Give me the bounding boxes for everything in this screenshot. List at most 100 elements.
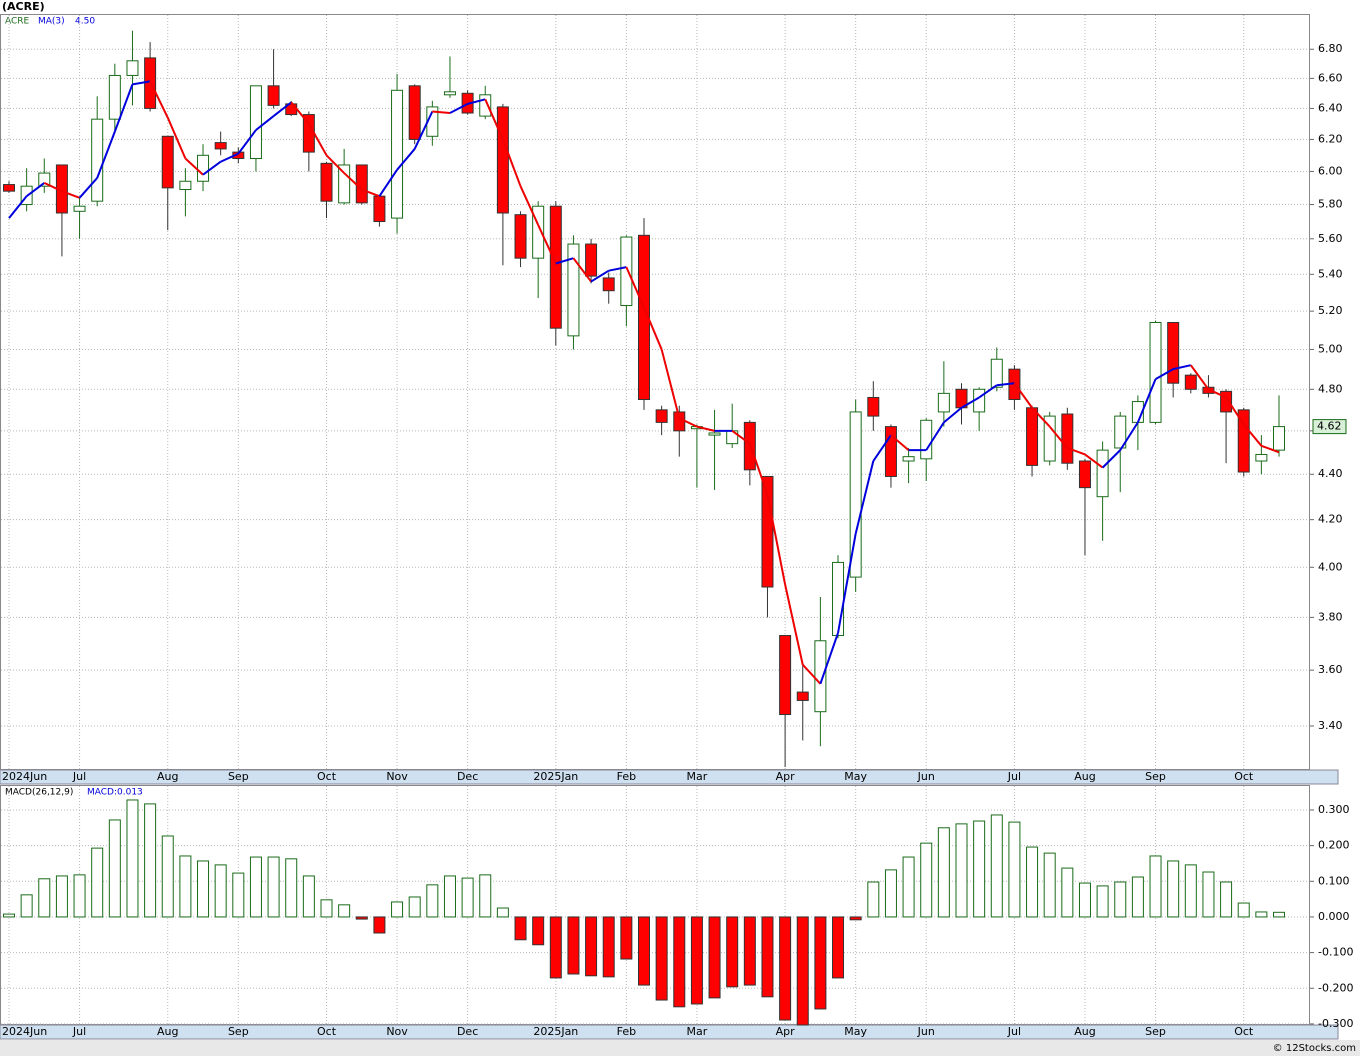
x-tick-label: Jun xyxy=(917,1025,935,1038)
y-tick-label: 6.20 xyxy=(1318,132,1343,145)
ma-segment xyxy=(1261,444,1280,454)
ma-segment xyxy=(413,111,434,150)
macd-bar xyxy=(638,916,650,986)
candle-body xyxy=(443,91,456,96)
ma-segment xyxy=(590,269,610,283)
macd-bar xyxy=(814,916,827,1010)
ma-segment xyxy=(678,417,698,428)
macd-bar xyxy=(443,875,456,918)
macd-bar xyxy=(973,820,986,918)
macd-bar xyxy=(1220,881,1233,918)
x-tick-label: Jul xyxy=(1007,770,1021,783)
ma-segment xyxy=(1084,453,1104,469)
ma-segment xyxy=(484,98,504,140)
ma-segment xyxy=(537,224,557,264)
candle-body xyxy=(1078,460,1091,489)
y-tick-label: 6.60 xyxy=(1318,71,1343,84)
macd-bar xyxy=(726,916,739,988)
macd-bar xyxy=(320,899,333,918)
macd-bar xyxy=(373,916,386,934)
date-bar xyxy=(0,769,1339,785)
ma-segment xyxy=(113,83,134,132)
x-tick-label: Sep xyxy=(228,1025,249,1038)
macd-bar xyxy=(285,858,298,918)
candle-body xyxy=(1149,321,1162,423)
macd-bar xyxy=(1184,864,1197,918)
x-tick-label: 2024Jun xyxy=(2,770,47,783)
macd-bar xyxy=(585,916,598,977)
ma-segment xyxy=(184,157,204,176)
ma-segment xyxy=(1208,388,1227,399)
ma-segment xyxy=(819,632,839,685)
candle-body xyxy=(779,635,792,716)
macd-bar xyxy=(1096,885,1109,918)
candle-body xyxy=(1061,413,1074,464)
candle-body xyxy=(161,135,174,189)
x-tick-label: Aug xyxy=(1074,770,1095,783)
ma-segment xyxy=(501,139,522,187)
macd-bar xyxy=(302,875,315,918)
macd-bar xyxy=(761,916,774,998)
ma-segment xyxy=(61,190,80,199)
candle-body xyxy=(391,89,404,219)
macd-bar xyxy=(91,847,104,918)
x-tick-label: 2025Jan xyxy=(533,770,578,783)
ma-segment xyxy=(255,115,275,131)
macd-bar xyxy=(1008,821,1021,918)
macd-bar xyxy=(867,881,880,918)
y-tick-label: 5.80 xyxy=(1318,198,1343,211)
macd-bar xyxy=(479,874,492,918)
ma-segment xyxy=(766,494,787,585)
x-tick-label: Sep xyxy=(1145,770,1166,783)
macd-bar xyxy=(620,916,633,960)
candle-body xyxy=(267,85,280,106)
candle-body xyxy=(990,358,1003,388)
ma-segment xyxy=(1136,378,1157,423)
x-tick-label: Aug xyxy=(157,770,178,783)
ma-segment xyxy=(449,102,469,114)
ma-segment xyxy=(132,80,151,86)
ma-segment xyxy=(1172,364,1192,371)
candle-body xyxy=(108,74,121,120)
y-tick-label: 5.00 xyxy=(1318,342,1343,355)
ma-segment xyxy=(837,533,857,634)
candle-body xyxy=(549,205,562,329)
ma-segment xyxy=(890,434,910,451)
macd-bar xyxy=(1061,867,1074,918)
x-tick-label: May xyxy=(844,770,867,783)
y-tick-label: 4.20 xyxy=(1318,513,1343,526)
candle-body xyxy=(126,60,139,76)
y-tick-label: 3.60 xyxy=(1318,663,1343,676)
x-tick-label: Mar xyxy=(687,1025,708,1038)
x-tick-label: Aug xyxy=(157,1025,178,1038)
ma-segment xyxy=(784,584,804,665)
macd-bar xyxy=(1167,860,1180,918)
ma-segment xyxy=(237,129,257,155)
macd-bar xyxy=(1131,876,1144,918)
ma-segment xyxy=(625,266,645,308)
macd-bar xyxy=(884,869,897,918)
macd-bar xyxy=(955,823,968,918)
y-tick-label: 3.40 xyxy=(1318,719,1343,732)
candle-body xyxy=(249,85,262,160)
candle-body xyxy=(638,234,650,401)
macd-bar xyxy=(1255,911,1268,918)
ma-segment xyxy=(731,430,751,445)
ma-segment xyxy=(325,154,345,174)
x-tick-label: Dec xyxy=(457,770,478,783)
macd-bar xyxy=(743,916,756,986)
ma-segment xyxy=(872,434,892,462)
candle-body xyxy=(655,409,668,423)
candle-body xyxy=(91,118,104,202)
ma-segment xyxy=(220,152,239,163)
macd-bar xyxy=(655,916,668,1001)
macd-bar xyxy=(355,916,368,920)
macd-bar xyxy=(990,814,1003,918)
ma-segment xyxy=(519,185,540,226)
last-price-box xyxy=(1312,419,1347,435)
ma-segment xyxy=(748,443,769,495)
candle-body xyxy=(73,205,86,212)
macd-value: MACD:0.013 xyxy=(87,788,143,798)
macd-bar xyxy=(426,884,439,918)
candle-body xyxy=(1237,409,1250,473)
